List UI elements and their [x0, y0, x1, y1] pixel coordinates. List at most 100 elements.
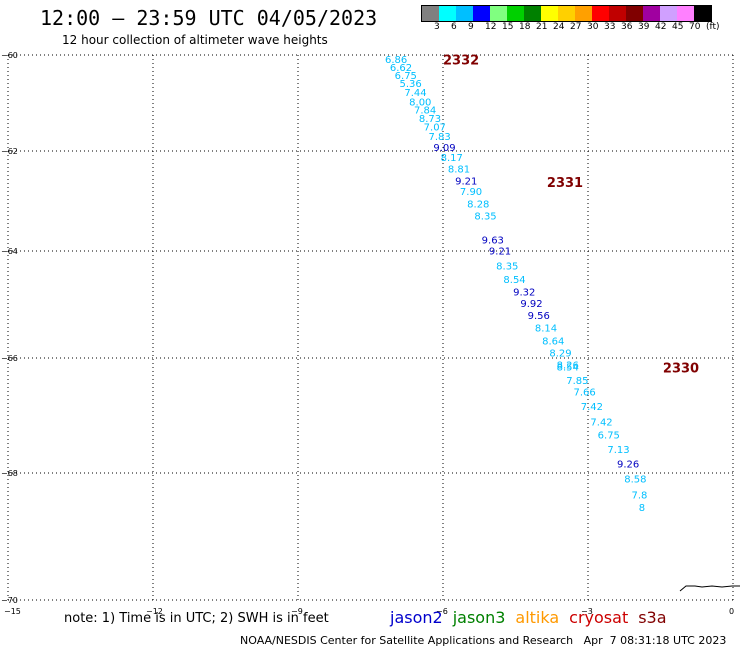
colorbar-swatch [422, 6, 439, 21]
satellite-legend: jason2 jason3 altika cryosat s3a [390, 608, 677, 627]
wave-height-value: 8 [639, 503, 645, 514]
wave-height-value: 9.92 [520, 299, 542, 310]
colorbar-label: 21 [536, 22, 548, 32]
wave-height-value: 8.29 [549, 348, 571, 359]
colorbar-swatch [456, 6, 473, 21]
colorbar-swatch [609, 6, 626, 21]
coastline [679, 585, 740, 592]
colorbar-label: (ft) [706, 22, 720, 32]
wave-height-value: 7.42 [581, 402, 603, 413]
colorbar-label: 70 [689, 22, 701, 32]
colorbar-swatch [660, 6, 677, 21]
colorbar-swatch [592, 6, 609, 21]
legend-item-cryosat: cryosat [569, 608, 629, 627]
colorbar-labels: 3 6 9 12 15 18 21 24 27 30 33 36 39 42 45 70 (ft) [421, 22, 740, 34]
wave-height-value: 7.8 [632, 490, 648, 501]
legend-item-jason2: jason2 [390, 608, 443, 627]
legend-item-jason3: jason3 [452, 608, 506, 627]
wave-height-value: 9.32 [513, 287, 535, 298]
colorbar [421, 5, 712, 22]
latitude-tick-label: −70 [1, 596, 18, 605]
wave-height-value: 7.84 [414, 106, 436, 117]
wave-height-value: 8.14 [535, 323, 557, 334]
cycle-label: 2330 [663, 361, 699, 376]
colorbar-label: 3 [434, 22, 440, 32]
longitude-tick-label: −9 [291, 607, 303, 616]
colorbar-label: 30 [587, 22, 599, 32]
wave-height-value: 7.42 [590, 417, 612, 428]
legend-item-altika: altika [515, 608, 560, 627]
wave-height-value: 7.90 [460, 187, 482, 198]
wave-height-value: 9.63 [482, 236, 504, 247]
wave-height-observations: 6.866.626.755.367.448.007.848.737.077.83… [385, 55, 647, 514]
axis-ticks: −15 −12 −9 −6 −3 0 −60 −62 −64 −66 −68 −70 [1, 51, 734, 616]
longitude-tick-label: −3 [581, 607, 593, 616]
colorbar-label: 18 [519, 22, 531, 32]
page-subtitle: 12 hour collection of altimeter wave hei… [62, 33, 328, 47]
graticule [7, 54, 734, 601]
wave-height-value: 6.75 [598, 431, 620, 442]
wave-height-value: 7.85 [566, 376, 588, 387]
wave-height-value: 8.54 [503, 275, 525, 286]
colorbar-swatch [694, 6, 711, 21]
colorbar-label: 42 [655, 22, 667, 32]
colorbar-label: 39 [638, 22, 650, 32]
wave-height-value: 7.13 [607, 445, 629, 456]
wave-height-value: 7.07 [424, 122, 446, 133]
note-text: note: 1) Time is in UTC; 2) SWH is in fe… [64, 611, 329, 626]
wave-height-value: 9.21 [489, 247, 511, 258]
colorbar-label: 33 [604, 22, 616, 32]
footer-credit: NOAA/NESDIS Center for Satellite Applica… [240, 634, 727, 647]
wave-height-value: 8.35 [496, 262, 518, 273]
longitude-tick-label: −6 [436, 607, 448, 616]
wave-height-value: 8.35 [474, 212, 496, 223]
wave-height-value: 8.26 [557, 360, 579, 371]
wave-height-value: 7.44 [404, 88, 426, 99]
wave-height-value: 6.62 [390, 63, 412, 74]
wave-height-value: 6.86 [385, 55, 407, 66]
wave-height-value: 8.17 [441, 153, 463, 164]
colorbar-label: 9 [468, 22, 474, 32]
wave-height-value: 7.83 [429, 132, 451, 143]
colorbar-swatch [558, 6, 575, 21]
colorbar-swatch [439, 6, 456, 21]
colorbar-label: 24 [553, 22, 565, 32]
wave-height-value: 8.81 [448, 165, 470, 176]
wave-height-value: 8.00 [409, 97, 431, 108]
wave-height-value: 8.28 [467, 200, 489, 211]
colorbar-swatch [575, 6, 592, 21]
cycle-label: 2332 [443, 54, 479, 69]
wave-height-value: 8.54 [557, 363, 579, 374]
colorbar-label: 12 [485, 22, 497, 32]
colorbar-label: 36 [621, 22, 633, 32]
wave-height-value: 5.36 [400, 79, 422, 90]
longitude-tick-label: −15 [4, 607, 21, 616]
latitude-tick-label: −62 [1, 147, 18, 156]
wave-height-value: 8.73 [419, 114, 441, 125]
wave-height-value: 6.75 [395, 71, 417, 82]
wave-height-value: 9.09 [433, 143, 455, 154]
legend-item-s3a: s3a [638, 608, 667, 627]
colorbar-swatch [626, 6, 643, 21]
wave-height-value: 8.58 [624, 475, 646, 486]
wave-height-value: 9.26 [617, 459, 639, 470]
latitude-tick-label: −66 [1, 354, 18, 363]
colorbar-swatch [541, 6, 558, 21]
longitude-tick-label: −12 [146, 607, 163, 616]
colorbar-swatch [643, 6, 660, 21]
colorbar-swatch [473, 6, 490, 21]
colorbar-label: 15 [502, 22, 514, 32]
latitude-tick-label: −64 [1, 247, 18, 256]
colorbar-swatch [677, 6, 694, 21]
wave-height-value: 8.64 [542, 337, 564, 348]
latitude-tick-label: −60 [1, 51, 18, 60]
wave-height-value: 7.66 [574, 387, 596, 398]
wave-height-value: 9.56 [528, 311, 550, 322]
wave-height-value: 9.21 [455, 177, 477, 188]
cycle-label: 2331 [547, 176, 583, 191]
latitude-tick-label: −68 [1, 469, 18, 478]
colorbar-label: 27 [570, 22, 582, 32]
cycle-labels: 2332 2331 2330 [443, 54, 699, 377]
colorbar-swatch [524, 6, 541, 21]
